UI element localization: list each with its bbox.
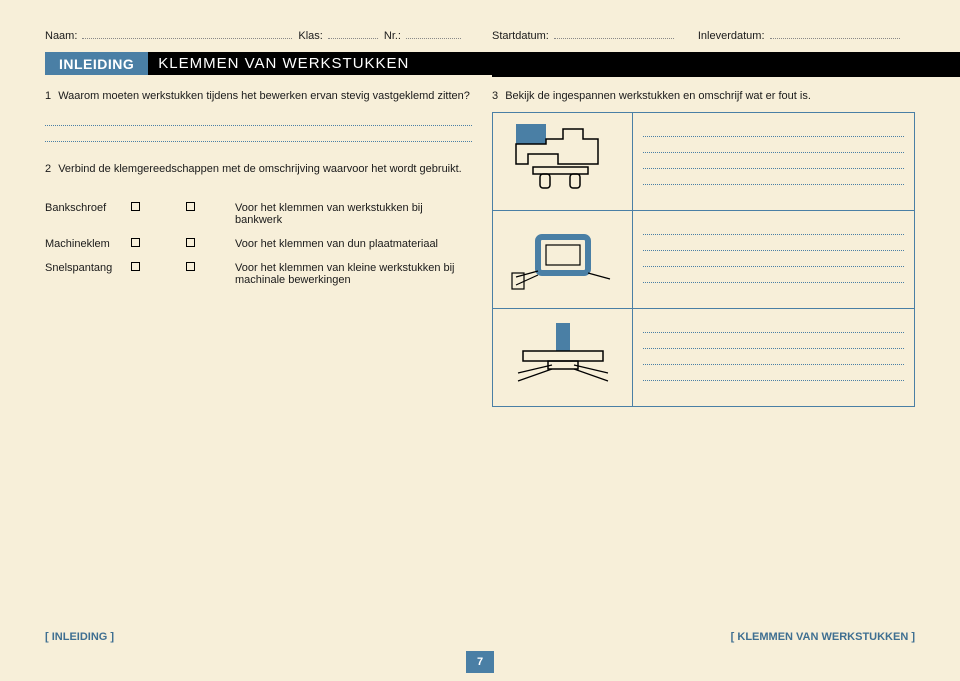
match-checkbox[interactable] [131, 238, 140, 247]
answer-line[interactable] [643, 253, 904, 267]
match-right-label: Voor het klemmen van kleine werkstukken … [235, 262, 472, 286]
answer-line[interactable] [45, 112, 472, 126]
answer-line[interactable] [643, 171, 904, 185]
answer-line[interactable] [643, 237, 904, 251]
match-left-label: Machineklem [45, 238, 125, 250]
match-checkbox[interactable] [131, 202, 140, 211]
start-input-line[interactable] [554, 30, 674, 39]
illustration-cell [493, 113, 633, 211]
title-bar-extension [492, 52, 960, 77]
match-checkbox[interactable] [186, 238, 195, 247]
match-checkbox[interactable] [186, 262, 195, 271]
header-fields: Naam: Klas: Nr.: Startdatum: Inleverdatu… [45, 30, 915, 42]
match-row: Snelspantang Voor het klemmen van kleine… [45, 262, 472, 286]
section-tab: INLEIDING [45, 52, 148, 75]
match-left-label: Bankschroef [45, 202, 125, 214]
answer-line[interactable] [643, 269, 904, 283]
footer: [ INLEIDING ] [ KLEMMEN VAN WERKSTUKKEN … [45, 631, 915, 643]
class-input-line[interactable] [328, 30, 378, 39]
class-label: Klas: [298, 30, 322, 42]
answer-line[interactable] [643, 155, 904, 169]
start-label: Startdatum: [492, 30, 549, 42]
illustration-cell [493, 211, 633, 309]
due-label: Inleverdatum: [698, 30, 765, 42]
match-row: Machineklem Voor het klemmen van dun pla… [45, 238, 472, 250]
image-answer-table [492, 112, 915, 407]
match-checkbox[interactable] [186, 202, 195, 211]
q2-num: 2 [45, 163, 51, 175]
section-title: KLEMMEN VAN WERKSTUKKEN [148, 52, 492, 75]
page-number: 7 [466, 651, 494, 673]
match-right-label: Voor het klemmen van werkstukken bij ban… [235, 202, 472, 226]
illustration-cell [493, 309, 633, 407]
answer-line[interactable] [643, 123, 904, 137]
vise-icon [508, 119, 618, 199]
question-2: 2 Verbind de klemgereedschappen met de o… [45, 162, 472, 177]
footer-left: [ INLEIDING ] [45, 631, 114, 643]
name-input-line[interactable] [82, 30, 292, 39]
match-left-label: Snelspantang [45, 262, 125, 274]
clamp-icon [508, 217, 618, 297]
name-label: Naam: [45, 30, 77, 42]
answer-line[interactable] [643, 221, 904, 235]
question-3: 3 Bekijk de ingespannen werkstukken en o… [492, 89, 915, 104]
answer-line[interactable] [643, 335, 904, 349]
answer-line[interactable] [45, 128, 472, 142]
nr-input-line[interactable] [406, 30, 461, 39]
due-input-line[interactable] [770, 30, 900, 39]
answer-line[interactable] [643, 367, 904, 381]
match-right-label: Voor het klemmen van dun plaatmateriaal [235, 238, 472, 250]
footer-right: [ KLEMMEN VAN WERKSTUKKEN ] [731, 631, 915, 643]
question-1: 1 Waarom moeten werkstukken tijdens het … [45, 89, 472, 104]
answer-line[interactable] [643, 319, 904, 333]
q1-num: 1 [45, 90, 51, 102]
nr-label: Nr.: [384, 30, 401, 42]
answer-line[interactable] [643, 139, 904, 153]
match-row: Bankschroef Voor het klemmen van werkstu… [45, 202, 472, 226]
q2-text: Verbind de klemgereedschappen met de oms… [58, 163, 462, 175]
match-checkbox[interactable] [131, 262, 140, 271]
tpiece-icon [508, 315, 618, 395]
q3-num: 3 [492, 90, 498, 102]
answer-line[interactable] [643, 351, 904, 365]
q3-text: Bekijk de ingespannen werkstukken en oms… [505, 90, 811, 102]
title-bar: INLEIDING KLEMMEN VAN WERKSTUKKEN [45, 52, 492, 75]
q1-text: Waarom moeten werkstukken tijdens het be… [58, 90, 470, 102]
